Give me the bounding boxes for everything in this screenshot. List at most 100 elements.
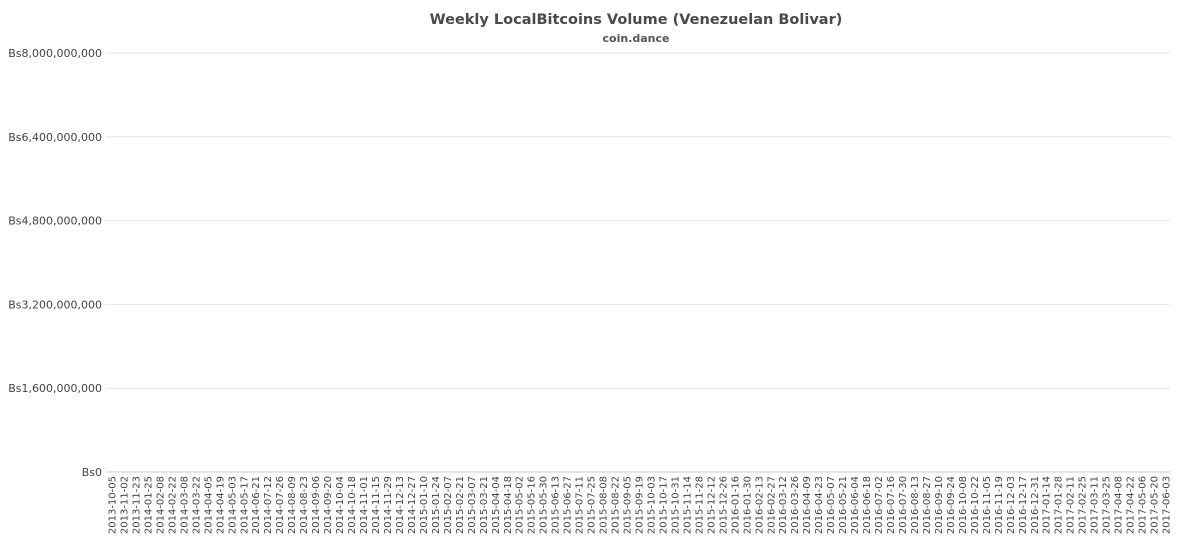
- x-tick-label: 2016-06-04: [850, 476, 861, 534]
- x-tick-label: 2014-10-18: [347, 476, 358, 534]
- x-tick-label: 2015-02-07: [443, 476, 454, 534]
- x-tick-label: 2015-11-14: [682, 476, 693, 534]
- x-tick-label: 2015-06-27: [563, 476, 574, 534]
- y-axis: Bs0 Bs1,600,000,000 Bs3,200,000,000 Bs4,800…: [8, 47, 102, 479]
- x-tick-label: 2013-11-23: [131, 476, 142, 534]
- x-tick-label: 2017-01-14: [1042, 476, 1053, 534]
- x-tick-label: 2015-12-12: [706, 476, 717, 534]
- y-tick-label: Bs4,800,000,000: [8, 215, 102, 228]
- x-tick-label: 2016-07-30: [898, 476, 909, 534]
- x-tick-label: 2014-08-23: [299, 476, 310, 534]
- x-tick-label: 2017-03-11: [1090, 476, 1101, 534]
- x-tick-label: 2016-07-16: [886, 476, 897, 534]
- x-tick-label: 2016-02-13: [754, 476, 765, 534]
- x-tick-label: 2015-06-13: [551, 476, 562, 534]
- y-tick-label: Bs3,200,000,000: [8, 298, 102, 311]
- y-tick-label: Bs6,400,000,000: [8, 131, 102, 144]
- x-tick-label: 2014-11-15: [371, 476, 382, 534]
- x-tick-label: 2014-03-22: [191, 476, 202, 534]
- x-tick-label: 2016-09-24: [946, 476, 957, 534]
- y-tick-label: Bs1,600,000,000: [8, 382, 102, 395]
- x-tick-label: 2016-10-22: [970, 476, 981, 534]
- x-tick-label: 2015-04-04: [491, 476, 502, 534]
- x-tick-label: 2014-09-06: [311, 476, 322, 534]
- x-tick-label: 2017-05-20: [1150, 476, 1161, 534]
- x-tick-label: 2017-04-22: [1126, 476, 1137, 534]
- x-tick-label: 2014-02-08: [155, 476, 166, 534]
- x-tick-label: 2015-08-22: [611, 476, 622, 534]
- x-tick-label: 2016-01-16: [730, 476, 741, 534]
- y-tick-label: Bs8,000,000,000: [8, 47, 102, 60]
- x-tick-label: 2016-04-09: [802, 476, 813, 534]
- x-tick-label: 2014-11-01: [359, 476, 370, 534]
- x-tick-label: 2017-02-25: [1078, 476, 1089, 534]
- x-tick-label: 2017-03-25: [1102, 476, 1113, 534]
- x-tick-label: 2014-09-20: [323, 476, 334, 534]
- chart-title: Weekly LocalBitcoins Volume (Venezuelan …: [429, 12, 843, 28]
- x-tick-label: 2015-08-08: [599, 476, 610, 534]
- x-tick-label: 2015-10-17: [658, 476, 669, 534]
- x-tick-label: 2016-08-13: [910, 476, 921, 534]
- x-tick-label: 2016-03-12: [778, 476, 789, 534]
- x-tick-label: 2016-10-08: [958, 476, 969, 534]
- x-tick-label: 2016-06-18: [862, 476, 873, 534]
- x-tick-label: 2014-03-08: [179, 476, 190, 534]
- grid-lines: [106, 52, 1170, 473]
- x-tick-label: 2015-03-07: [467, 476, 478, 534]
- x-tick-label: 2016-04-23: [814, 476, 825, 534]
- x-tick-label: 2014-04-19: [215, 476, 226, 534]
- x-tick-label: 2016-11-19: [994, 476, 1005, 534]
- x-tick-label: 2015-02-21: [455, 476, 466, 534]
- x-tick-label: 2015-12-26: [718, 476, 729, 534]
- x-tick-label: 2014-01-25: [143, 476, 154, 534]
- x-tick-label: 2015-05-02: [515, 476, 526, 534]
- x-tick-label: 2015-01-10: [419, 476, 430, 534]
- x-tick-label: 2015-07-11: [575, 476, 586, 534]
- x-tick-label: 2016-05-07: [826, 476, 837, 534]
- x-tick-label: 2016-07-02: [874, 476, 885, 534]
- x-tick-label: 2014-12-27: [407, 476, 418, 534]
- x-tick-label: 2015-05-16: [527, 476, 538, 534]
- x-tick-label: 2015-09-19: [635, 476, 646, 534]
- x-tick-label: 2015-09-05: [623, 476, 634, 534]
- x-tick-label: 2015-03-21: [479, 476, 490, 534]
- x-tick-label: 2015-11-28: [694, 476, 705, 534]
- x-tick-label: 2015-10-03: [646, 476, 657, 534]
- x-axis: 2013-10-05 2013-11-02 2013-11-23 2014-01-25…: [108, 476, 1173, 534]
- x-tick-label: 2016-03-26: [790, 476, 801, 534]
- x-tick-label: 2016-12-03: [1006, 476, 1017, 534]
- x-tick-label: 2014-11-29: [383, 476, 394, 534]
- x-tick-label: 2016-01-30: [742, 476, 753, 534]
- x-tick-label: 2016-12-17: [1018, 476, 1029, 534]
- x-tick-label: 2014-07-12: [263, 476, 274, 534]
- x-tick-label: 2015-05-30: [539, 476, 550, 534]
- x-tick-label: 2017-02-11: [1066, 476, 1077, 534]
- x-tick-label: 2016-09-10: [934, 476, 945, 534]
- x-tick-label: 2014-07-26: [275, 476, 286, 534]
- x-tick-label: 2013-10-05: [108, 476, 119, 534]
- x-tick-label: 2014-06-21: [251, 476, 262, 534]
- x-tick-label: 2014-10-04: [335, 476, 346, 534]
- x-tick-label: 2015-10-31: [670, 476, 681, 534]
- x-tick-label: 2015-07-25: [587, 476, 598, 534]
- x-tick-label: 2014-12-13: [395, 476, 406, 534]
- x-tick-label: 2016-05-21: [838, 476, 849, 534]
- x-tick-label: 2016-02-27: [766, 476, 777, 534]
- x-tick-label: 2015-04-18: [503, 476, 514, 534]
- x-tick-label: 2015-01-24: [431, 476, 442, 534]
- x-tick-label: 2013-11-02: [119, 476, 130, 534]
- x-tick-label: 2014-02-22: [167, 476, 178, 534]
- x-tick-label: 2016-12-31: [1030, 476, 1041, 534]
- y-tick-label: Bs0: [82, 466, 102, 479]
- x-tick-label: 2014-08-09: [287, 476, 298, 534]
- x-tick-label: 2017-04-08: [1114, 476, 1125, 534]
- x-tick-label: 2016-08-27: [922, 476, 933, 534]
- x-tick-label: 2014-04-05: [203, 476, 214, 534]
- chart-subtitle: coin.dance: [602, 32, 670, 45]
- x-tick-label: 2016-11-05: [982, 476, 993, 534]
- x-tick-label: 2017-05-06: [1138, 476, 1149, 534]
- x-tick-label: 2014-05-17: [239, 476, 250, 534]
- x-tick-label: 2014-05-03: [227, 476, 238, 534]
- x-tick-label: 2017-06-03: [1162, 476, 1173, 534]
